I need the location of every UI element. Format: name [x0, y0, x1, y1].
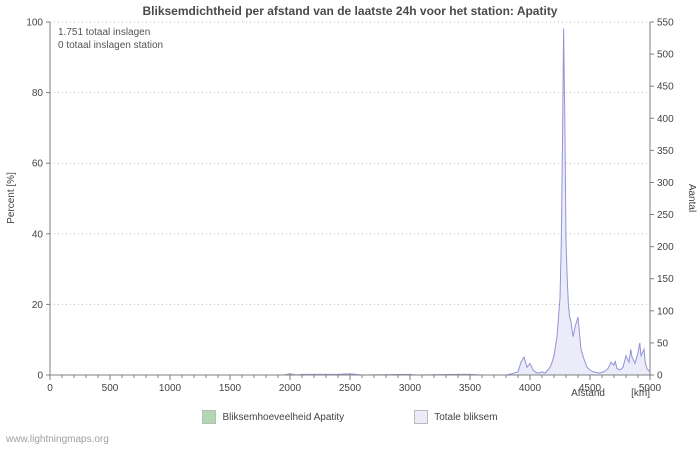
svg-text:3500: 3500 [459, 383, 482, 394]
svg-text:150: 150 [657, 274, 674, 285]
svg-text:100: 100 [26, 18, 43, 29]
svg-text:2500: 2500 [339, 383, 362, 394]
svg-text:5000: 5000 [639, 383, 662, 394]
svg-text:200: 200 [657, 242, 674, 253]
svg-text:550: 550 [657, 18, 674, 29]
legend-item-total: Totale bliksem [414, 410, 498, 424]
svg-text:500: 500 [102, 383, 119, 394]
svg-text:100: 100 [657, 306, 674, 317]
svg-text:60: 60 [32, 159, 44, 170]
svg-text:500: 500 [657, 50, 674, 61]
svg-text:250: 250 [657, 210, 674, 221]
svg-text:1500: 1500 [219, 383, 242, 394]
svg-text:350: 350 [657, 146, 674, 157]
legend-item-station: Bliksemhoeveelheid Apatity [202, 410, 344, 424]
svg-text:0: 0 [37, 371, 43, 382]
svg-text:40: 40 [32, 229, 44, 240]
svg-text:2000: 2000 [279, 383, 302, 394]
legend-label-total: Totale bliksem [434, 411, 498, 423]
svg-text:300: 300 [657, 178, 674, 189]
svg-text:0: 0 [657, 371, 663, 382]
svg-text:3000: 3000 [399, 383, 422, 394]
legend-swatch-station-icon [202, 410, 217, 424]
y-axis-left-label: Percent [%] [6, 172, 17, 224]
legend-label-station: Bliksemhoeveelheid Apatity [222, 411, 345, 423]
chart-annotations: 1.751 totaal inslagen 0 totaal inslagen … [58, 26, 163, 52]
x-axis-label: Afstand [571, 388, 605, 399]
x-axis-unit: [km] [631, 388, 650, 399]
svg-text:80: 80 [32, 88, 44, 99]
svg-text:1000: 1000 [159, 383, 182, 394]
legend-swatch-total-icon [414, 410, 429, 424]
svg-text:450: 450 [657, 82, 674, 93]
svg-text:50: 50 [657, 338, 669, 349]
chart-legend: Bliksemhoeveelheid Apatity Totale blikse… [0, 410, 700, 424]
svg-text:4500: 4500 [579, 383, 602, 394]
svg-text:4000: 4000 [519, 383, 542, 394]
svg-text:20: 20 [32, 300, 44, 311]
annotation-station-strikes: 0 totaal inslagen station [58, 40, 164, 51]
y-axis-right-label: Aantal [686, 184, 697, 212]
svg-text:400: 400 [657, 114, 674, 125]
svg-text:0: 0 [47, 383, 53, 394]
annotation-total-strikes: 1.751 totaal inslagen [58, 27, 151, 38]
watermark: www.lightningmaps.org [6, 434, 109, 445]
chart-title: Bliksemdichtheid per afstand van de laat… [142, 4, 558, 18]
